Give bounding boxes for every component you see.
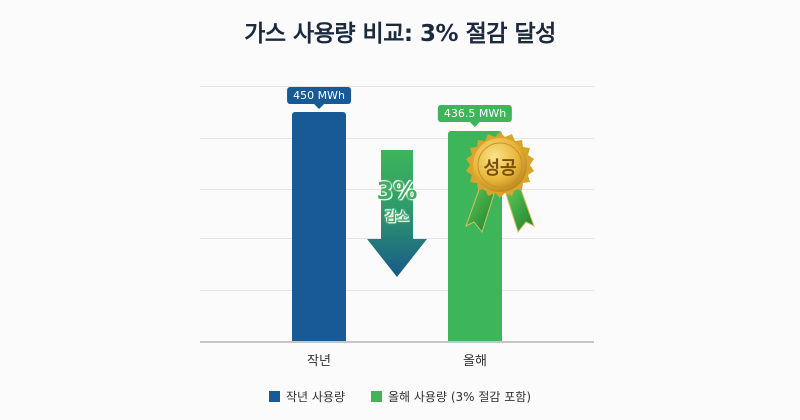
legend: 작년 사용량 올해 사용량 (3% 절감 포함) xyxy=(0,388,800,405)
legend-swatch-blue xyxy=(268,391,280,402)
value-label-last-year: 450 MWh xyxy=(287,87,351,109)
success-medal: 성공 xyxy=(462,132,548,238)
value-label-this-year: 436.5 MWh xyxy=(437,105,513,127)
decrease-label: 감소 xyxy=(385,210,409,225)
bar-last-year xyxy=(292,112,346,341)
x-axis-baseline xyxy=(200,341,594,343)
gridline xyxy=(200,138,594,139)
legend-swatch-green xyxy=(370,391,382,402)
legend-label: 작년 사용량 xyxy=(285,390,345,404)
decrease-arrow: 3% 감소 xyxy=(366,150,428,278)
chart-title: 가스 사용량 비교: 3% 절감 달성 xyxy=(244,21,556,47)
x-tick-last-year: 작년 xyxy=(307,354,331,369)
medal-icon xyxy=(465,132,535,234)
down-arrow-icon xyxy=(367,150,427,277)
legend-item-last-year: 작년 사용량 xyxy=(268,388,345,405)
gridline xyxy=(200,290,594,291)
x-tick-this-year: 올해 xyxy=(463,354,487,369)
decrease-percent: 3% xyxy=(376,177,418,205)
medal-label: 성공 xyxy=(483,158,517,179)
legend-label: 올해 사용량 (3% 절감 포함) xyxy=(387,390,532,404)
legend-item-this-year: 올해 사용량 (3% 절감 포함) xyxy=(370,388,532,405)
gridline xyxy=(200,86,594,87)
